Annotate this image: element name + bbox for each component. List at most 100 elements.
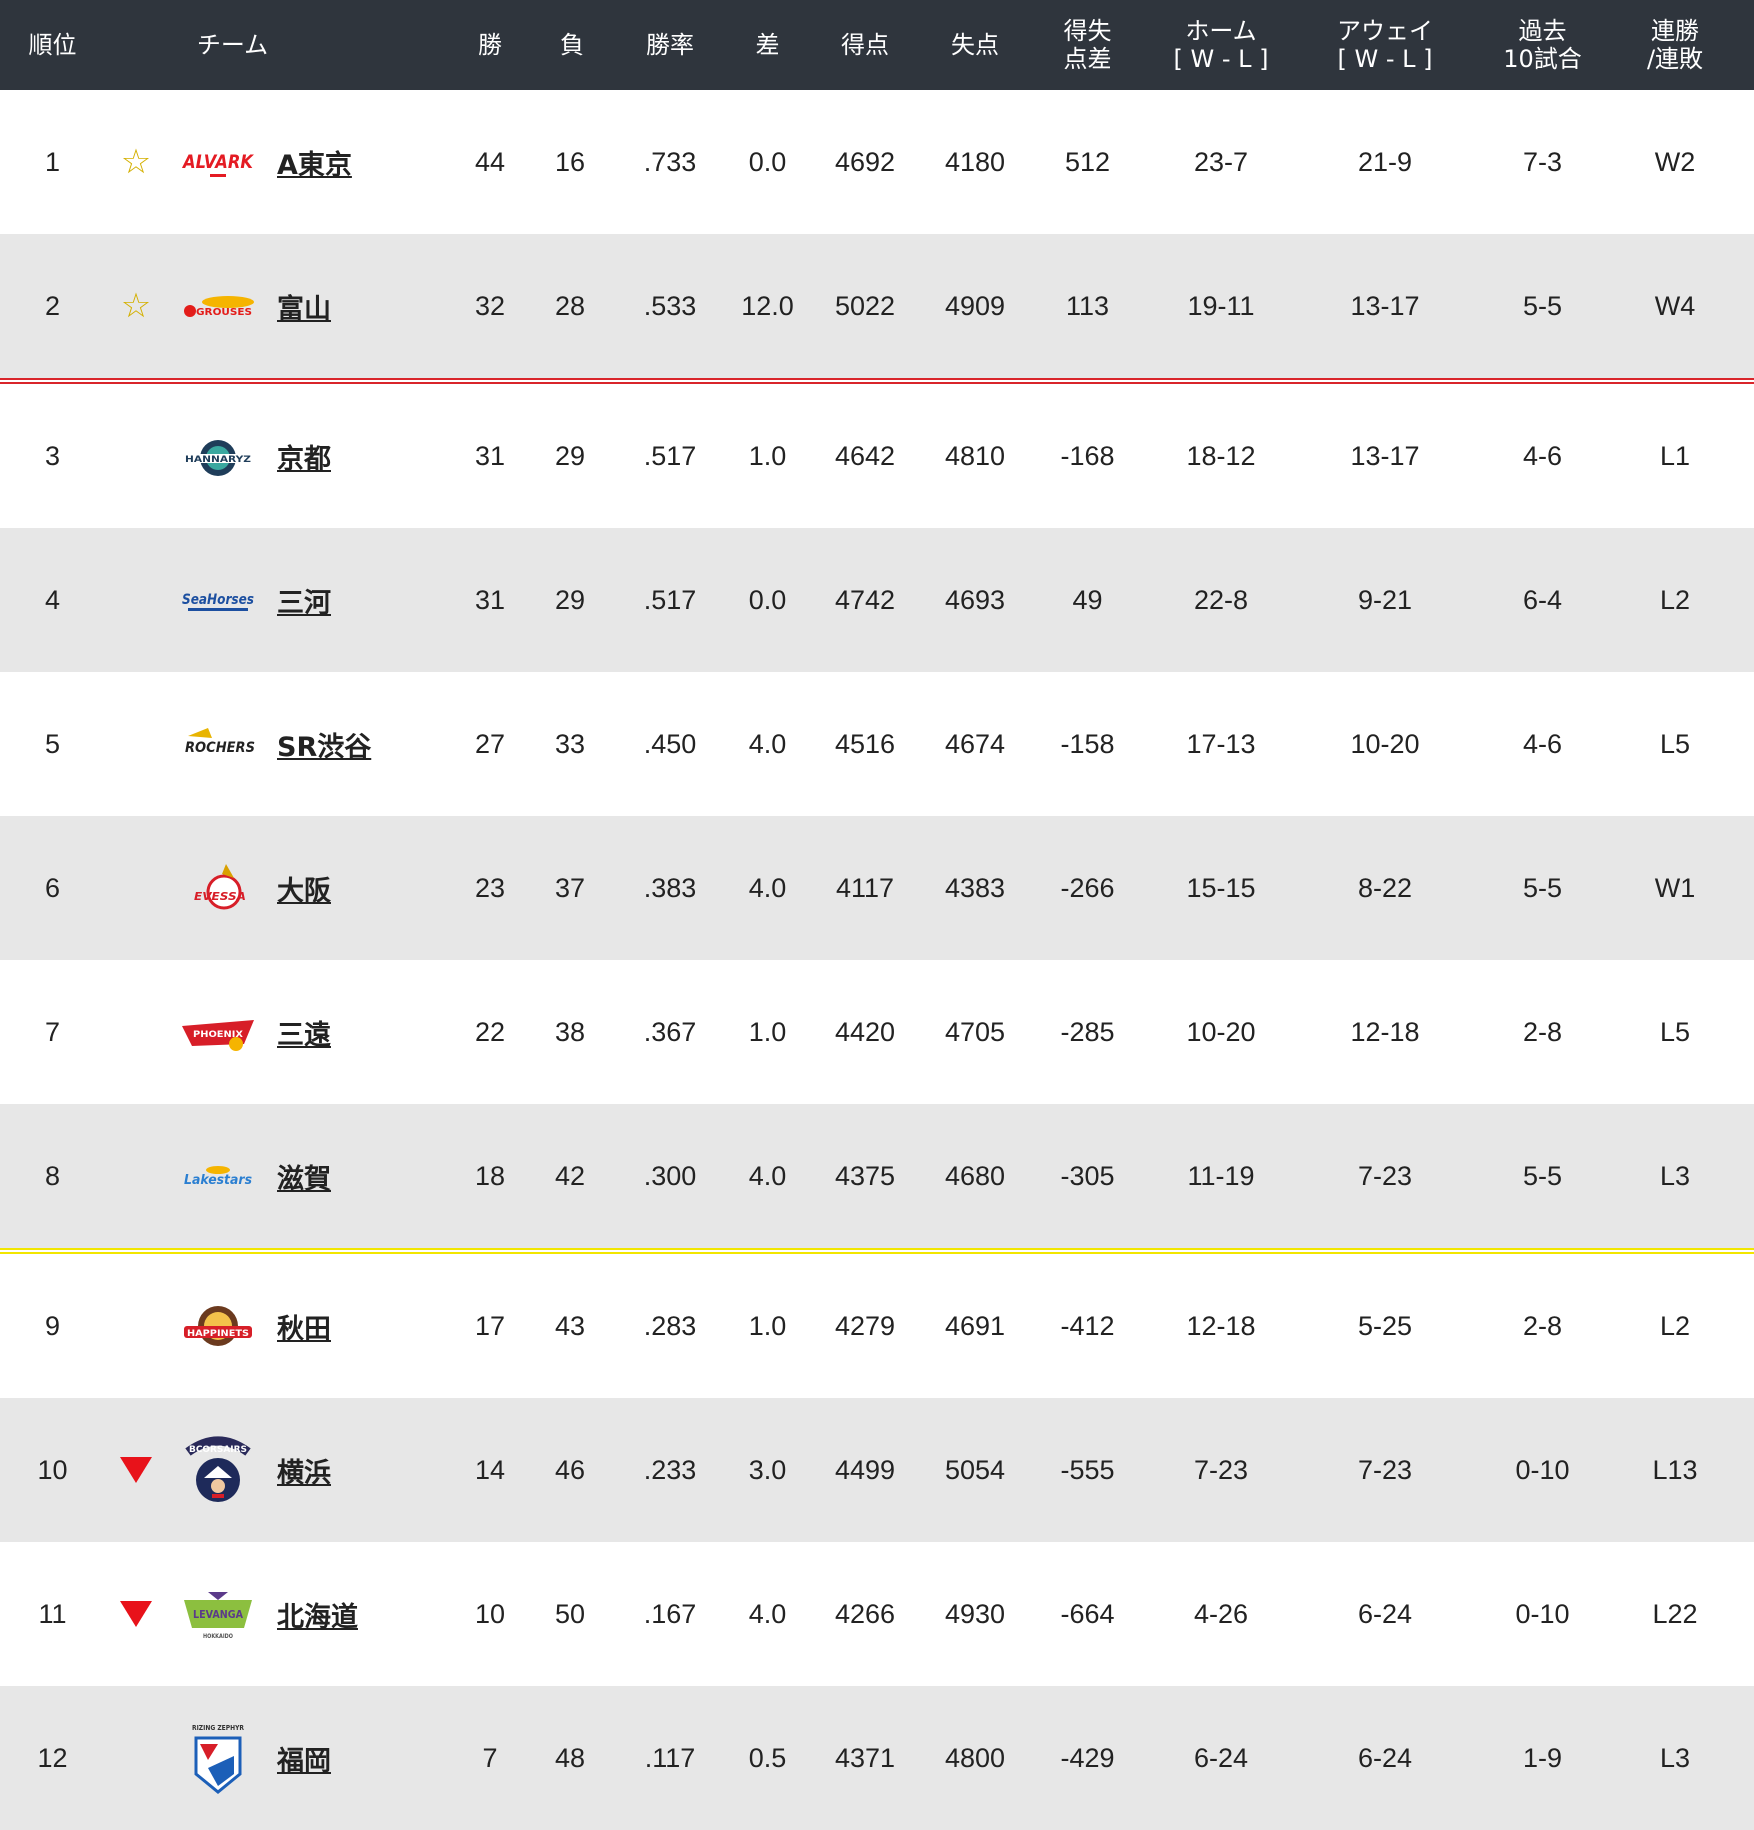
- neophoenix-logo: PHOENIX: [176, 960, 260, 1104]
- games-behind-cell: 3.0: [748, 1454, 787, 1485]
- losses-cell: 43: [554, 1310, 586, 1341]
- status-mark: [106, 1398, 166, 1542]
- svg-text:GROUSES: GROUSES: [196, 307, 252, 318]
- team-name-link[interactable]: 秋田: [277, 1313, 331, 1345]
- last10-record-cell: 4-6: [1522, 728, 1563, 759]
- points-for-cell: 4692: [834, 146, 896, 177]
- rank-cell: 2: [44, 290, 61, 321]
- svg-text:ROCHERS: ROCHERS: [185, 740, 255, 756]
- team-name-link[interactable]: 横浜: [277, 1457, 331, 1489]
- away-record-cell: 7-23: [1357, 1160, 1413, 1191]
- streak-cell: L3: [1659, 1742, 1691, 1773]
- points-against-cell: 4383: [944, 872, 1006, 903]
- header-streak: 連勝 /連敗: [1646, 17, 1704, 73]
- rank-cell: 5: [44, 728, 61, 759]
- status-mark: [106, 528, 166, 672]
- team-name-link[interactable]: 三遠: [277, 1019, 331, 1051]
- home-record-cell: 6-24: [1193, 1742, 1249, 1773]
- losses-cell: 50: [554, 1598, 586, 1629]
- away-record-cell: 13-17: [1350, 440, 1420, 471]
- relegation-down-icon: [120, 1601, 152, 1627]
- team-cell: 秋田: [277, 1254, 447, 1398]
- win-pct-cell: .533: [643, 290, 697, 321]
- playoff-star-icon: ☆: [120, 142, 152, 182]
- rochers-logo: ROCHERS: [176, 672, 260, 816]
- status-mark: [106, 384, 166, 528]
- win-pct-cell: .233: [643, 1454, 697, 1485]
- home-record-cell: 12-18: [1186, 1310, 1256, 1341]
- wins-cell: 31: [474, 440, 506, 471]
- team-name-link[interactable]: 三河: [277, 587, 331, 619]
- last10-record-cell: 2-8: [1522, 1016, 1563, 1047]
- win-pct-cell: .450: [643, 728, 697, 759]
- losses-cell: 29: [554, 584, 586, 615]
- wins-cell: 7: [482, 1742, 498, 1773]
- points-for-cell: 4642: [834, 440, 896, 471]
- team-cell: 北海道: [277, 1542, 447, 1686]
- team-name-link[interactable]: 北海道: [277, 1601, 358, 1633]
- points-against-cell: 4810: [944, 440, 1006, 471]
- wins-cell: 18: [474, 1160, 506, 1191]
- last10-record-cell: 0-10: [1515, 1454, 1570, 1485]
- corsairs-logo: BCORSAIRS: [176, 1398, 260, 1542]
- home-record-cell: 18-12: [1186, 440, 1256, 471]
- points-against-cell: 4930: [944, 1598, 1006, 1629]
- team-name-link[interactable]: 富山: [277, 293, 331, 325]
- losses-cell: 46: [554, 1454, 586, 1485]
- status-mark: [106, 672, 166, 816]
- point-diff-cell: 49: [1072, 584, 1103, 615]
- table-row: 6 EVESSA 大阪 23 37 .383 4.0 4117 4383 -266 15-15 8…: [0, 816, 1754, 960]
- losses-cell: 48: [554, 1742, 586, 1773]
- losses-cell: 16: [554, 146, 586, 177]
- games-behind-cell: 1.0: [748, 1016, 787, 1047]
- table-row: 4 SeaHorses 三河 31 29 .517 0.0 4742 4693 49 22-8 9…: [0, 528, 1754, 672]
- team-name-link[interactable]: 京都: [277, 443, 331, 475]
- team-name-link[interactable]: 福岡: [277, 1745, 331, 1777]
- home-record-cell: 22-8: [1193, 584, 1249, 615]
- away-record-cell: 5-25: [1357, 1310, 1413, 1341]
- svg-text:SeaHorses: SeaHorses: [182, 592, 254, 608]
- streak-cell: L5: [1659, 728, 1691, 759]
- last10-record-cell: 5-5: [1522, 290, 1563, 321]
- losses-cell: 38: [554, 1016, 586, 1047]
- point-diff-cell: -168: [1060, 440, 1115, 471]
- hannaryz-logo: HANNARYZ: [176, 384, 260, 528]
- streak-cell: W2: [1654, 146, 1696, 177]
- team-name-link[interactable]: A東京: [277, 149, 352, 181]
- team-name-link[interactable]: SR渋谷: [277, 731, 372, 763]
- away-record-cell: 12-18: [1350, 1016, 1420, 1047]
- streak-cell: L22: [1652, 1598, 1698, 1629]
- rank-cell: 8: [44, 1160, 61, 1191]
- grouses-logo: GROUSES: [176, 234, 260, 378]
- header-win-pct: 勝率: [646, 31, 694, 59]
- team-name-link[interactable]: 滋賀: [277, 1163, 331, 1195]
- status-mark: [106, 816, 166, 960]
- home-record-cell: 11-19: [1187, 1160, 1255, 1191]
- points-against-cell: 4180: [944, 146, 1006, 177]
- rank-cell: 7: [44, 1016, 61, 1047]
- streak-cell: L1: [1659, 440, 1691, 471]
- team-cell: A東京: [277, 90, 447, 234]
- home-record-cell: 7-23: [1193, 1454, 1249, 1485]
- losses-cell: 37: [554, 872, 586, 903]
- points-against-cell: 5054: [944, 1454, 1006, 1485]
- table-row: 3 HANNARYZ 京都 31 29 .517 1.0 4642 4810 -168 18-1…: [0, 384, 1754, 528]
- streak-cell: L2: [1659, 584, 1691, 615]
- playoff-star-icon: ☆: [120, 286, 152, 326]
- team-name-link[interactable]: 大阪: [277, 875, 331, 907]
- header-home: ホーム [ W - L ]: [1173, 17, 1269, 73]
- header-last10: 過去 10試合: [1503, 17, 1582, 73]
- rank-cell: 12: [37, 1742, 68, 1773]
- relegation-cutoff-line: [0, 1248, 1754, 1254]
- header-team: チーム: [196, 31, 269, 59]
- point-diff-cell: 113: [1065, 290, 1110, 321]
- win-pct-cell: .517: [643, 440, 697, 471]
- lakestars-logo: Lakestars: [176, 1104, 260, 1248]
- header-points-for: 得点: [841, 31, 889, 59]
- team-cell: 三河: [277, 528, 447, 672]
- wins-cell: 32: [474, 290, 506, 321]
- point-diff-cell: -285: [1060, 1016, 1115, 1047]
- home-record-cell: 15-15: [1186, 872, 1256, 903]
- table-row: 12 RIZING ZEPHYR 福岡 7 48 .117 0.5 4371 4800 -42…: [0, 1686, 1754, 1830]
